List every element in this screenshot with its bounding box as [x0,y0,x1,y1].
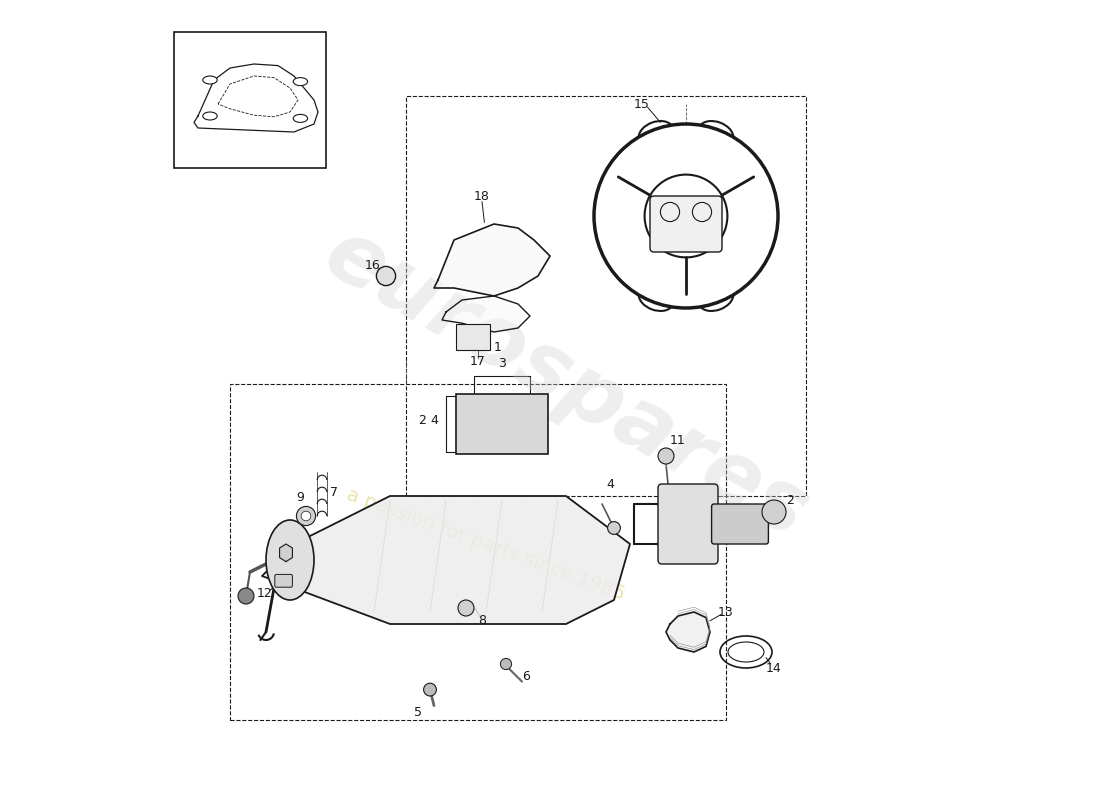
Text: 14: 14 [766,662,782,674]
Text: 16: 16 [364,259,381,272]
Polygon shape [279,544,293,562]
FancyBboxPatch shape [658,484,718,564]
Text: 18: 18 [474,190,490,202]
Polygon shape [434,224,550,296]
Circle shape [658,448,674,464]
Circle shape [500,658,512,670]
Circle shape [238,588,254,604]
Text: 10: 10 [266,560,282,573]
FancyBboxPatch shape [456,324,490,350]
Ellipse shape [266,520,314,600]
Text: 12: 12 [256,587,273,600]
FancyBboxPatch shape [712,504,769,544]
Polygon shape [442,296,530,332]
Text: 5: 5 [414,706,422,718]
Text: 1: 1 [494,342,502,354]
Circle shape [296,506,316,526]
FancyBboxPatch shape [275,574,293,587]
Text: 4: 4 [606,478,614,490]
Text: 4: 4 [430,414,438,426]
Circle shape [458,600,474,616]
Polygon shape [262,496,630,624]
Text: 6: 6 [522,670,530,682]
Text: 3: 3 [498,358,506,370]
Text: 15: 15 [634,98,650,110]
Text: 13: 13 [718,606,734,618]
Text: eurospares: eurospares [309,212,823,556]
Bar [406,96,806,496]
Ellipse shape [202,76,217,84]
Ellipse shape [202,112,217,120]
Text: 2: 2 [786,494,794,506]
Text: 17: 17 [470,355,486,368]
Ellipse shape [294,78,308,86]
Text: 2: 2 [418,414,426,426]
Ellipse shape [294,114,308,122]
Text: 9: 9 [297,491,305,504]
Text: 7: 7 [330,486,338,498]
Text: 11: 11 [670,434,686,446]
Circle shape [607,522,620,534]
Circle shape [424,683,437,696]
FancyBboxPatch shape [650,196,722,252]
Circle shape [762,500,786,524]
Polygon shape [666,612,710,652]
FancyBboxPatch shape [174,32,326,168]
Text: 8: 8 [478,614,486,626]
Circle shape [301,511,311,521]
Circle shape [376,266,396,286]
Text: a passion for parts since 1985: a passion for parts since 1985 [344,485,628,603]
Bar [230,384,726,720]
FancyBboxPatch shape [455,394,549,454]
